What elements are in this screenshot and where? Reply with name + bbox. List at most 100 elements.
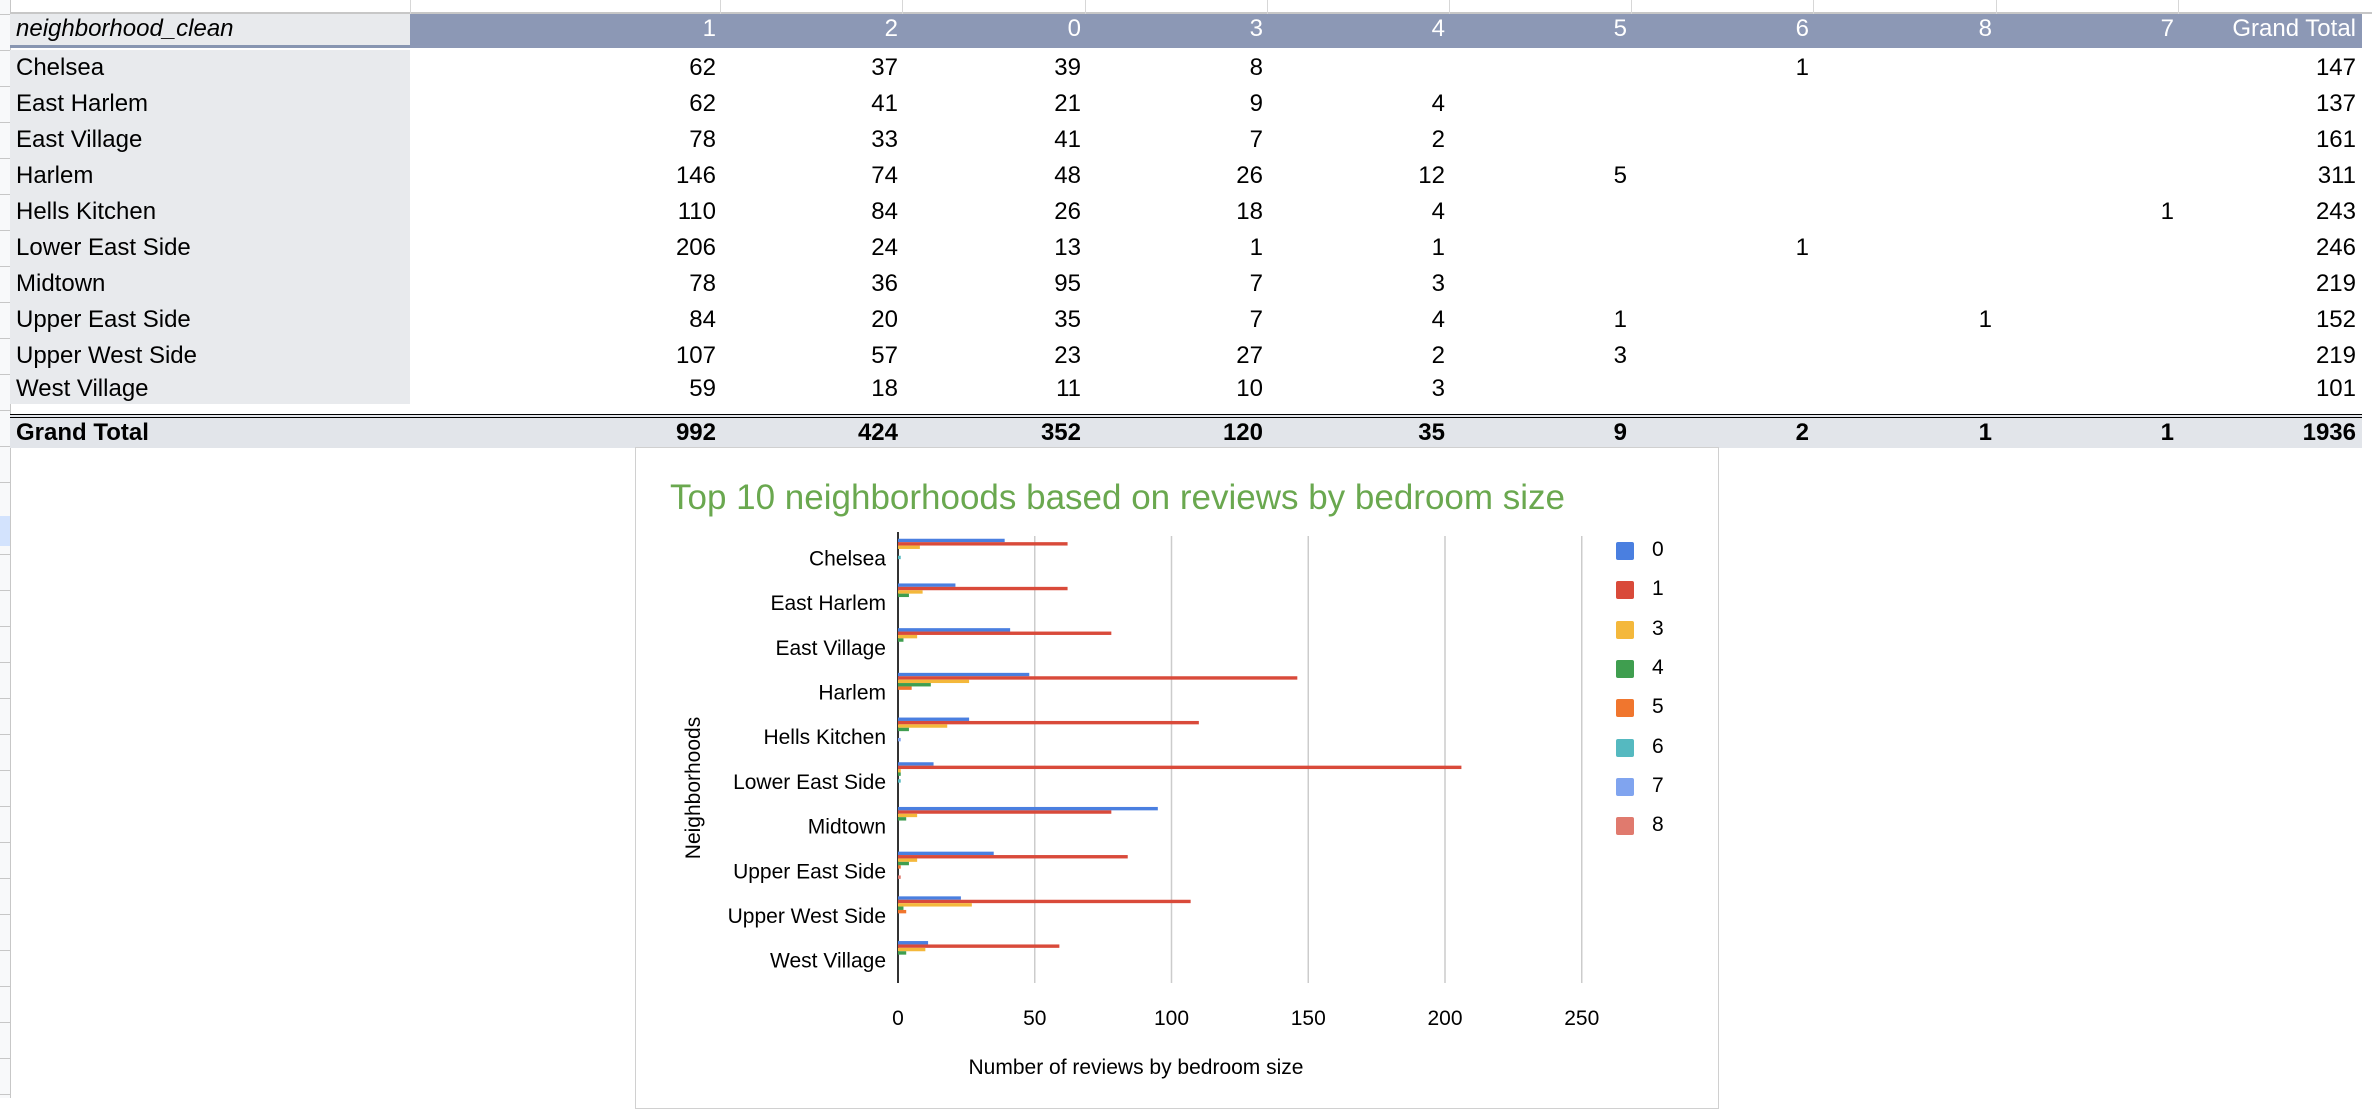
bar-0[interactable] bbox=[898, 628, 1011, 632]
pivot-value-cell[interactable]: 137 bbox=[2315, 90, 2356, 117]
pivot-column-header[interactable]: 8 bbox=[1978, 15, 1992, 42]
pivot-value-cell[interactable]: 1 bbox=[1978, 306, 1992, 333]
neighborhood-label[interactable]: East Harlem bbox=[16, 90, 149, 117]
bar-4[interactable] bbox=[898, 683, 931, 687]
pivot-value-cell[interactable]: 57 bbox=[871, 342, 898, 369]
bar-1[interactable] bbox=[898, 676, 1298, 680]
grand-total-cell[interactable]: 992 bbox=[675, 419, 716, 446]
pivot-value-cell[interactable]: 4 bbox=[1431, 198, 1445, 225]
bar-3[interactable] bbox=[898, 724, 948, 728]
pivot-column-header[interactable]: 0 bbox=[1067, 15, 1081, 42]
grand-total-cell[interactable]: 1 bbox=[2160, 419, 2174, 446]
grand-total-cell[interactable]: 352 bbox=[1040, 419, 1081, 446]
pivot-value-cell[interactable]: 152 bbox=[2315, 306, 2356, 333]
pivot-value-cell[interactable]: 7 bbox=[1249, 126, 1263, 153]
bar-4[interactable] bbox=[898, 906, 904, 910]
pivot-value-cell[interactable]: 219 bbox=[2315, 342, 2356, 369]
bar-5[interactable] bbox=[898, 909, 907, 914]
bar-5[interactable] bbox=[898, 686, 912, 690]
grand-total-cell[interactable]: 1936 bbox=[2302, 419, 2356, 446]
pivot-column-header[interactable]: 4 bbox=[1431, 15, 1445, 42]
bar-3[interactable] bbox=[898, 590, 923, 594]
pivot-value-cell[interactable]: 1 bbox=[1431, 234, 1445, 261]
pivot-value-cell[interactable]: 62 bbox=[689, 90, 716, 117]
pivot-value-cell[interactable]: 246 bbox=[2315, 234, 2356, 261]
pivot-value-cell[interactable]: 33 bbox=[871, 126, 898, 153]
pivot-value-cell[interactable]: 78 bbox=[689, 270, 716, 297]
pivot-value-cell[interactable]: 78 bbox=[689, 126, 716, 153]
bar-chart[interactable]: Top 10 neighborhoods based on reviews by… bbox=[635, 447, 1719, 1109]
pivot-value-cell[interactable]: 12 bbox=[1418, 162, 1445, 189]
pivot-value-cell[interactable]: 110 bbox=[677, 198, 716, 225]
bar-0[interactable] bbox=[898, 762, 934, 766]
pivot-value-cell[interactable]: 23 bbox=[1054, 342, 1081, 369]
pivot-value-cell[interactable]: 26 bbox=[1236, 162, 1263, 189]
pivot-value-cell[interactable]: 161 bbox=[2315, 126, 2356, 153]
bar-4[interactable] bbox=[898, 593, 909, 598]
pivot-value-cell[interactable]: 147 bbox=[2315, 54, 2356, 81]
grand-total-cell[interactable]: 120 bbox=[1222, 419, 1263, 446]
pivot-column-header[interactable]: 5 bbox=[1613, 15, 1627, 42]
bar-0[interactable] bbox=[898, 941, 929, 945]
pivot-value-cell[interactable]: 3 bbox=[1431, 375, 1445, 402]
bar-3[interactable] bbox=[898, 679, 970, 684]
grand-total-cell[interactable]: 2 bbox=[1795, 419, 1809, 446]
pivot-value-cell[interactable]: 21 bbox=[1054, 90, 1081, 117]
pivot-value-cell[interactable]: 1 bbox=[2160, 198, 2174, 225]
bar-1[interactable] bbox=[898, 765, 1462, 770]
pivot-column-header[interactable]: 3 bbox=[1249, 15, 1263, 42]
pivot-value-cell[interactable]: 243 bbox=[2315, 198, 2356, 225]
pivot-value-cell[interactable]: 101 bbox=[2315, 375, 2356, 402]
bar-1[interactable] bbox=[898, 720, 1199, 725]
pivot-column-header[interactable]: 6 bbox=[1795, 15, 1809, 42]
grand-total-cell[interactable]: 424 bbox=[857, 419, 898, 446]
bar-6[interactable] bbox=[898, 555, 901, 560]
pivot-value-cell[interactable]: 74 bbox=[871, 162, 898, 189]
pivot-value-cell[interactable]: 1 bbox=[1795, 234, 1809, 261]
pivot-value-cell[interactable]: 3 bbox=[1613, 342, 1627, 369]
pivot-value-cell[interactable]: 95 bbox=[1054, 270, 1081, 297]
pivot-value-cell[interactable]: 37 bbox=[871, 54, 898, 81]
bar-7[interactable] bbox=[898, 737, 901, 742]
bar-1[interactable] bbox=[898, 631, 1112, 635]
bar-1[interactable] bbox=[898, 899, 1191, 904]
pivot-value-cell[interactable]: 84 bbox=[871, 198, 898, 225]
pivot-value-cell[interactable]: 206 bbox=[675, 234, 716, 261]
pivot-value-cell[interactable]: 26 bbox=[1054, 198, 1081, 225]
bar-0[interactable] bbox=[898, 717, 970, 721]
pivot-value-cell[interactable]: 20 bbox=[871, 306, 898, 333]
pivot-value-cell[interactable]: 36 bbox=[871, 270, 898, 297]
pivot-value-cell[interactable]: 10 bbox=[1236, 375, 1263, 402]
bar-1[interactable] bbox=[898, 944, 1060, 948]
pivot-value-cell[interactable]: 219 bbox=[2315, 270, 2356, 297]
pivot-column-header[interactable]: Grand Total bbox=[2232, 15, 2356, 42]
bar-4[interactable] bbox=[898, 772, 901, 776]
bar-0[interactable] bbox=[898, 851, 994, 856]
bar-1[interactable] bbox=[898, 855, 1128, 859]
pivot-value-cell[interactable]: 1 bbox=[1795, 54, 1809, 81]
pivot-value-cell[interactable]: 5 bbox=[1613, 162, 1627, 189]
pivot-value-cell[interactable]: 35 bbox=[1054, 306, 1081, 333]
pivot-value-cell[interactable]: 39 bbox=[1054, 54, 1081, 81]
pivot-value-cell[interactable]: 4 bbox=[1431, 90, 1445, 117]
pivot-value-cell[interactable]: 2 bbox=[1431, 126, 1445, 153]
bar-3[interactable] bbox=[898, 947, 926, 952]
pivot-value-cell[interactable]: 7 bbox=[1249, 306, 1263, 333]
pivot-value-cell[interactable]: 8 bbox=[1249, 54, 1263, 81]
pivot-column-header[interactable]: 7 bbox=[2160, 15, 2174, 42]
bar-0[interactable] bbox=[898, 583, 956, 587]
bar-3[interactable] bbox=[898, 634, 918, 639]
pivot-value-cell[interactable]: 59 bbox=[689, 375, 716, 402]
bar-1[interactable] bbox=[898, 810, 1112, 814]
pivot-value-cell[interactable]: 2 bbox=[1431, 342, 1445, 369]
pivot-row-header[interactable]: neighborhood_clean bbox=[10, 14, 410, 48]
pivot-value-cell[interactable]: 48 bbox=[1054, 162, 1081, 189]
pivot-value-cell[interactable]: 1 bbox=[1249, 234, 1263, 261]
bar-5[interactable] bbox=[898, 865, 901, 869]
bar-1[interactable] bbox=[898, 542, 1068, 546]
bar-4[interactable] bbox=[898, 638, 904, 642]
grand-total-label[interactable]: Grand Total bbox=[16, 419, 149, 446]
pivot-value-cell[interactable]: 311 bbox=[2317, 162, 2356, 189]
pivot-value-cell[interactable]: 24 bbox=[871, 234, 898, 261]
pivot-value-cell[interactable]: 7 bbox=[1249, 270, 1263, 297]
